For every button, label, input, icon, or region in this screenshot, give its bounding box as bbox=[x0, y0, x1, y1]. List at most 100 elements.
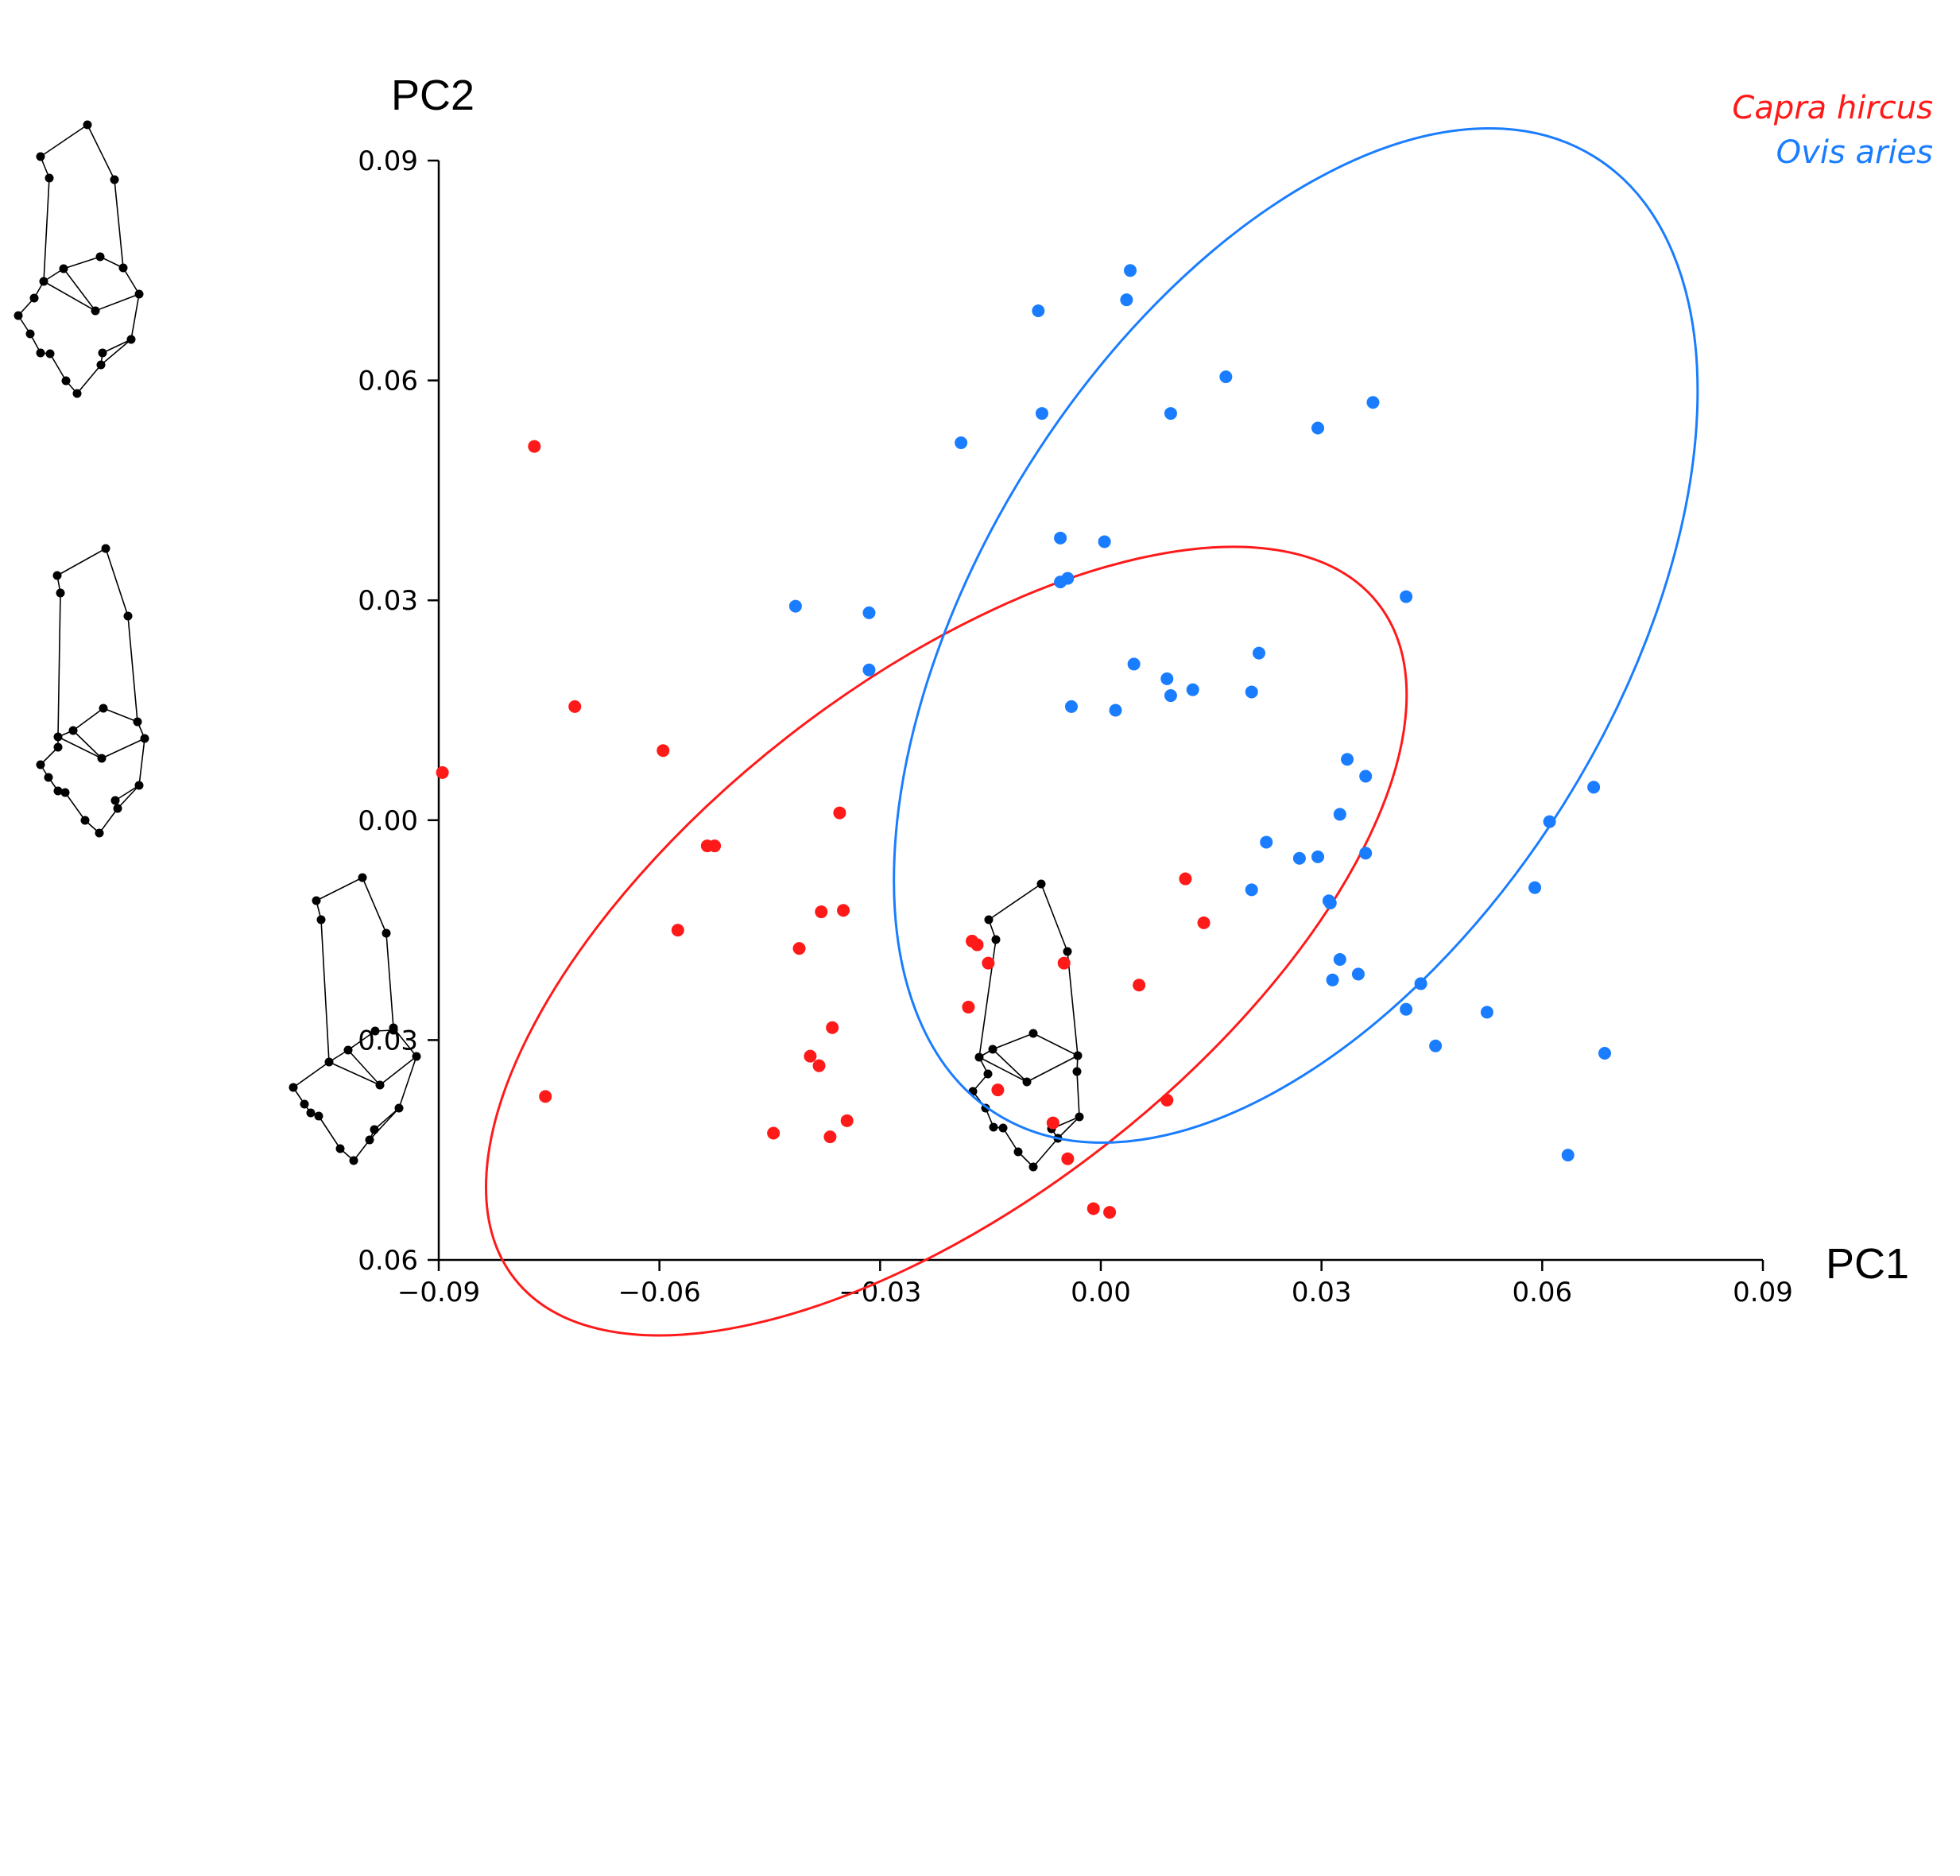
landmark-link bbox=[393, 1027, 417, 1057]
shape-top-left bbox=[14, 120, 144, 398]
landmark-point bbox=[1073, 1051, 1083, 1060]
landmark-point bbox=[988, 1045, 997, 1054]
point-series-1 bbox=[1054, 531, 1067, 545]
landmark-link bbox=[57, 592, 61, 738]
point-series-0 bbox=[657, 744, 670, 758]
landmark-point bbox=[1063, 947, 1072, 956]
landmark-link bbox=[347, 1030, 376, 1051]
landmark-point bbox=[53, 786, 63, 796]
landmark-link bbox=[49, 353, 67, 382]
landmark-point bbox=[974, 1052, 984, 1062]
legend-item-capra-hircus: Capra hircus bbox=[1732, 90, 1933, 126]
landmark-link bbox=[105, 548, 129, 617]
landmark-link bbox=[99, 808, 118, 834]
landmark-point bbox=[123, 611, 133, 621]
landmark-link bbox=[292, 1061, 330, 1088]
point-series-1 bbox=[1414, 977, 1427, 990]
landmark-point bbox=[36, 760, 45, 769]
legend: Capra hircus Ovis aries bbox=[1732, 86, 1933, 175]
x-tick-label: 0.09 bbox=[1733, 1277, 1793, 1308]
landmark-point bbox=[289, 1083, 298, 1092]
landmark-point bbox=[80, 816, 90, 825]
landmark-point bbox=[126, 335, 136, 344]
landmark-link bbox=[398, 1056, 417, 1109]
landmark-point bbox=[300, 1099, 309, 1109]
landmark-link bbox=[992, 1033, 1034, 1050]
point-series-1 bbox=[1035, 407, 1048, 421]
landmark-link bbox=[385, 932, 394, 1029]
point-series-1 bbox=[862, 663, 876, 676]
landmark-point bbox=[29, 293, 39, 303]
legend-item-ovis-aries: Ovis aries bbox=[1776, 134, 1933, 171]
landmark-link bbox=[63, 256, 101, 269]
landmark-point bbox=[358, 873, 367, 882]
landmark-point bbox=[98, 348, 107, 358]
landmark-point bbox=[52, 571, 62, 580]
landmark-point bbox=[335, 1144, 345, 1153]
landmark-point bbox=[39, 277, 48, 286]
landmark-link bbox=[64, 792, 86, 821]
landmark-point bbox=[1028, 1029, 1038, 1038]
point-series-1 bbox=[1164, 689, 1177, 703]
x-tick-label: 0.00 bbox=[1071, 1277, 1131, 1308]
landmark-link bbox=[1002, 1127, 1019, 1153]
point-series-1 bbox=[1292, 851, 1306, 865]
point-series-1 bbox=[1598, 1046, 1612, 1060]
point-series-1 bbox=[1127, 657, 1141, 671]
point-series-1 bbox=[1333, 952, 1346, 966]
landmark-link bbox=[56, 548, 107, 576]
point-series-1 bbox=[1160, 672, 1174, 685]
landmark-link bbox=[95, 293, 140, 312]
landmark-point bbox=[375, 1080, 385, 1090]
landmark-link bbox=[43, 177, 50, 282]
landmark-point bbox=[110, 796, 120, 805]
landmark-link bbox=[978, 1056, 1028, 1083]
landmark-link bbox=[369, 1107, 400, 1141]
point-series-0 bbox=[767, 1126, 781, 1140]
y-tick-label: 0.03 bbox=[358, 1025, 418, 1056]
x-axis-title: PC1 bbox=[1826, 1240, 1909, 1288]
point-series-1 bbox=[1341, 753, 1354, 766]
landmark-link bbox=[1067, 951, 1079, 1056]
landmark-point bbox=[101, 544, 110, 553]
landmark-link bbox=[138, 738, 145, 786]
landmark-point bbox=[68, 726, 78, 735]
point-series-0 bbox=[1087, 1202, 1100, 1215]
landmark-point bbox=[370, 1026, 380, 1036]
point-series-1 bbox=[1587, 781, 1601, 794]
point-series-1 bbox=[1061, 572, 1075, 585]
point-series-1 bbox=[788, 599, 802, 613]
point-series-0 bbox=[970, 938, 984, 952]
landmark-point bbox=[25, 329, 35, 339]
point-series-1 bbox=[1359, 847, 1373, 860]
landmark-point bbox=[83, 120, 92, 130]
point-series-1 bbox=[1064, 700, 1078, 713]
point-series-0 bbox=[792, 942, 806, 955]
x-tick-label: −0.06 bbox=[618, 1277, 701, 1308]
landmark-point bbox=[989, 1122, 998, 1132]
y-axis-title: PC2 bbox=[391, 72, 475, 119]
point-series-0 bbox=[833, 806, 846, 820]
point-series-0 bbox=[1197, 916, 1210, 929]
point-series-1 bbox=[1561, 1149, 1575, 1162]
landmark-link bbox=[1076, 1071, 1080, 1118]
landmark-point bbox=[140, 734, 149, 743]
landmark-link bbox=[72, 707, 104, 731]
landmark-link bbox=[1026, 1055, 1079, 1083]
landmark-link bbox=[101, 738, 145, 759]
landmark-link bbox=[316, 877, 363, 901]
landmark-link bbox=[63, 268, 96, 312]
point-series-1 bbox=[1400, 590, 1413, 603]
landmark-link bbox=[100, 339, 132, 366]
landmark-point bbox=[72, 389, 82, 398]
point-series-1 bbox=[1333, 808, 1346, 821]
landmark-point bbox=[45, 349, 55, 359]
landmark-point bbox=[133, 717, 142, 727]
point-series-0 bbox=[436, 766, 449, 779]
landmark-link bbox=[130, 293, 140, 340]
point-series-0 bbox=[837, 904, 850, 917]
landmark-point bbox=[45, 173, 54, 183]
landmark-point bbox=[96, 360, 106, 370]
landmark-link bbox=[40, 124, 88, 157]
